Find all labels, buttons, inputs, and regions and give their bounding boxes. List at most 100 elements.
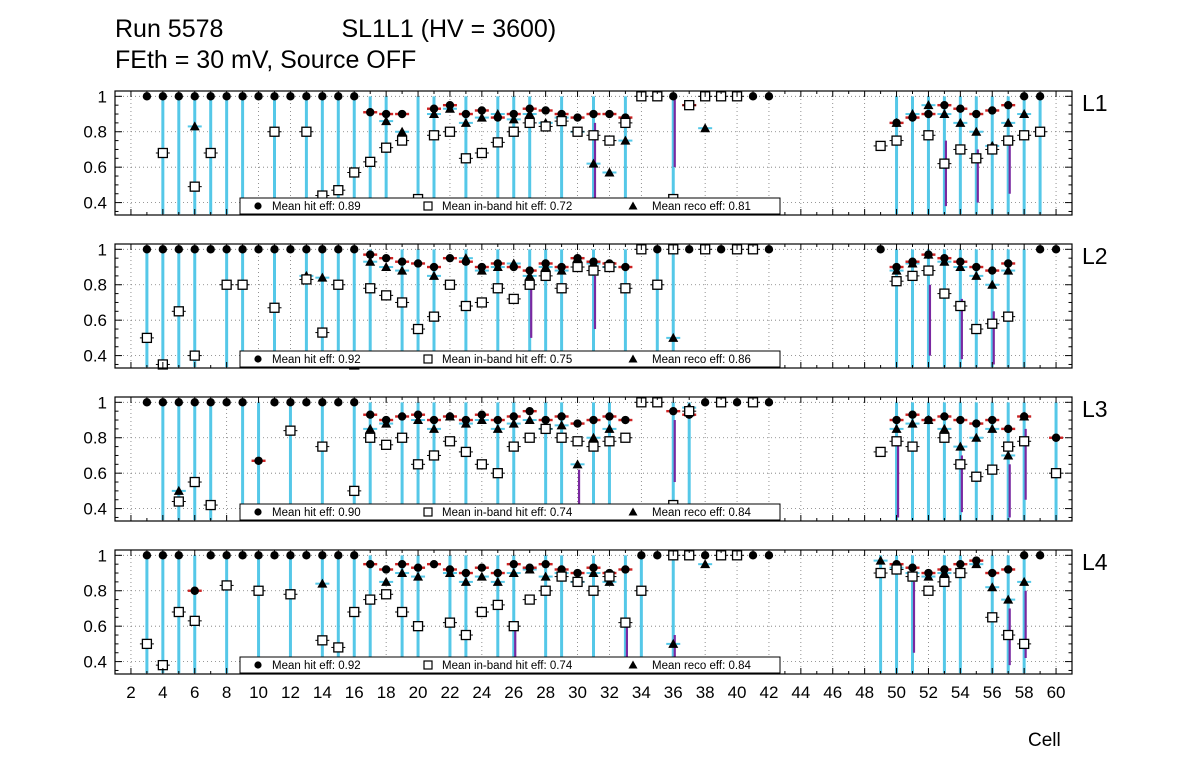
x-tick-label: 48 [855, 683, 874, 702]
legend-inband-marker [423, 353, 433, 364]
panel-L3: 1 0.8 0.6 0.4 Mean hit eff: 0.90 Mean in-band… [83, 393, 1108, 522]
legend-hit-label: Mean hit eff: 0.92 [272, 354, 361, 366]
x-tick-label: 2 [126, 683, 135, 702]
y-tick-label: 0.6 [83, 158, 107, 177]
y-tick-labels: 1 0.8 0.6 0.4 [83, 87, 107, 212]
legend-reco-marker [628, 354, 638, 362]
legend-inband-label: Mean in-band hit eff: 0.72 [442, 201, 572, 213]
legend-inband-marker [423, 659, 433, 670]
panel-label-L4: L4 [1082, 549, 1108, 575]
legend-L3: Mean hit eff: 0.90 Mean in-band hit eff: … [239, 503, 781, 520]
y-tick-labels: 1 0.8 0.6 0.4 [83, 546, 107, 671]
y-tick-label: 0.8 [83, 122, 107, 141]
legend-L2: Mean hit eff: 0.92 Mean in-band hit eff: … [239, 350, 781, 367]
x-tick-label: 60 [1047, 683, 1066, 702]
legend-hit-label: Mean hit eff: 0.89 [272, 201, 361, 213]
y-tick-label: 1 [98, 87, 107, 106]
panel-label-L1: L1 [1082, 90, 1108, 116]
x-tick-label: 20 [409, 683, 428, 702]
legend-reco-marker [628, 660, 638, 668]
x-tick-label: 22 [440, 683, 459, 702]
run-title: Run 5578 [115, 15, 224, 43]
legend-hit-marker [254, 660, 262, 669]
series-inband [139, 243, 1016, 370]
y-tick-label: 0.4 [83, 499, 107, 518]
conditions-title: FEth = 30 mV, Source OFF [115, 46, 417, 75]
x-tick-label: 10 [249, 683, 268, 702]
panel-label-L2: L2 [1082, 243, 1108, 269]
legend-L4: Mean hit eff: 0.92 Mean in-band hit eff: … [239, 656, 781, 673]
x-tick-label: 4 [158, 683, 167, 702]
x-tick-label: 18 [377, 683, 396, 702]
series-inband [139, 549, 1032, 670]
x-tick-label: 36 [664, 683, 683, 702]
panel-L2: 1 0.8 0.6 0.4 Mean hit eff: 0.92 Mean in-band… [83, 240, 1108, 370]
y-tick-label: 0.4 [83, 652, 107, 671]
y-tick-label: 1 [98, 240, 107, 259]
legend-hit-marker [254, 507, 262, 516]
x-tick-label: 16 [345, 683, 364, 702]
x-tick-label: 8 [222, 683, 231, 702]
panels-container: 1 0.8 0.6 0.4 Mean hit eff: 0.89 Mean in-band… [0, 85, 1196, 722]
x-tick-label: 56 [983, 683, 1002, 702]
x-tick-label: 12 [281, 683, 300, 702]
legend-inband-marker [423, 506, 433, 517]
title-line-1: Run 5578 SL1L1 (HV = 3600) [115, 14, 1196, 45]
legend-reco-marker [628, 507, 638, 515]
legend-L1: Mean hit eff: 0.89 Mean in-band hit eff: … [239, 197, 781, 214]
legend-inband-label: Mean in-band hit eff: 0.74 [442, 660, 573, 672]
panel-label-L3: L3 [1082, 396, 1108, 422]
y-tick-label: 0.4 [83, 193, 107, 212]
legend-hit-marker [254, 354, 262, 363]
y-tick-label: 0.6 [83, 311, 107, 330]
x-tick-label: 14 [313, 683, 332, 702]
x-tick-label: 26 [504, 683, 523, 702]
x-axis-label: Cell [1028, 730, 1061, 751]
x-tick-label: 28 [536, 683, 555, 702]
legend-inband-label: Mean in-band hit eff: 0.75 [442, 354, 572, 366]
legend-reco-label: Mean reco eff: 0.81 [652, 201, 751, 213]
legend-hit-label: Mean hit eff: 0.92 [272, 660, 361, 672]
x-tick-label: 50 [887, 683, 906, 702]
y-tick-label: 0.4 [83, 346, 107, 365]
x-tick-label: 34 [632, 683, 651, 702]
error-bars-purple [530, 275, 995, 364]
y-tick-label: 1 [98, 546, 107, 565]
y-tick-labels: 1 0.8 0.6 0.4 [83, 393, 107, 518]
x-tick-label: 54 [951, 683, 970, 702]
legend-reco-label: Mean reco eff: 0.84 [652, 660, 751, 672]
x-tick-label: 44 [791, 683, 810, 702]
legend-reco-marker [628, 201, 638, 209]
x-tick-label: 30 [568, 683, 587, 702]
x-tick-label: 6 [190, 683, 199, 702]
legend-reco-label: Mean reco eff: 0.86 [652, 354, 751, 366]
series-hit [142, 397, 1064, 465]
series-hit [142, 244, 1061, 275]
x-tick-label: 24 [472, 683, 491, 702]
x-tick-label: 58 [1015, 683, 1034, 702]
y-tick-label: 0.8 [83, 581, 107, 600]
title-block: Run 5578 SL1L1 (HV = 3600) FEth = 30 mV, … [0, 0, 1196, 77]
legend-reco-label: Mean reco eff: 0.84 [652, 507, 751, 519]
y-tick-labels: 1 0.8 0.6 0.4 [83, 240, 107, 365]
x-tick-label: 46 [823, 683, 842, 702]
legend-inband-label: Mean in-band hit eff: 0.74 [442, 507, 573, 519]
error-bars-purple [593, 95, 1011, 206]
series-reco [171, 402, 1032, 495]
x-tick-label: 40 [728, 683, 747, 702]
chamber-title: SL1L1 (HV = 3600) [341, 15, 557, 43]
y-tick-label: 1 [98, 393, 107, 412]
series-inband [171, 396, 1064, 510]
legend-hit-label: Mean hit eff: 0.90 [272, 507, 361, 519]
x-tick-labels: 2 4 6 8 10 12 14 16 18 20 22 24 26 28 30 32 34 36 38 40 42 44… [126, 683, 1065, 702]
x-tick-label: 38 [696, 683, 715, 702]
legend-hit-marker [254, 201, 262, 210]
y-tick-label: 0.6 [83, 617, 107, 636]
y-tick-label: 0.8 [83, 275, 107, 294]
x-tick-label: 42 [759, 683, 778, 702]
legend-inband-marker [423, 200, 433, 211]
y-tick-label: 0.6 [83, 464, 107, 483]
x-tick-label: 32 [600, 683, 619, 702]
panel-L1: 1 0.8 0.6 0.4 Mean hit eff: 0.89 Mean in-band… [83, 87, 1108, 216]
x-tick-label: 52 [919, 683, 938, 702]
